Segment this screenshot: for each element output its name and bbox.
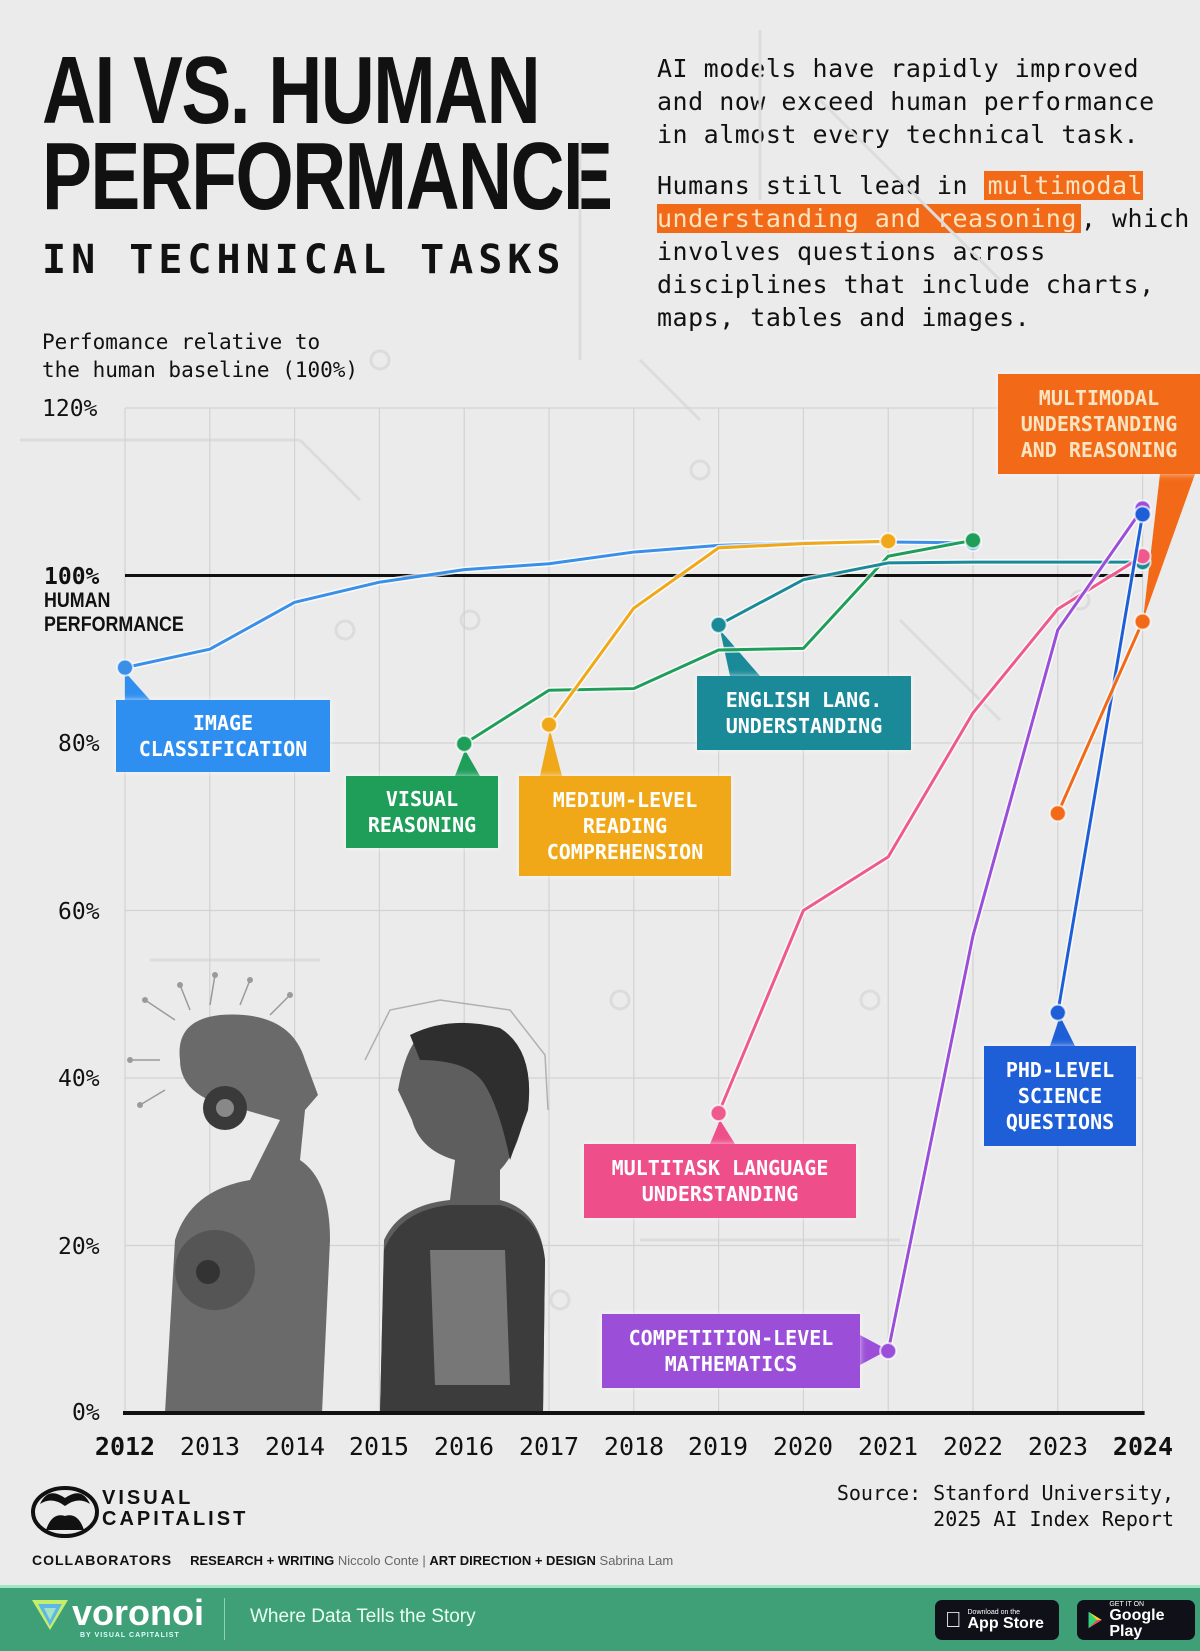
label-phd-science: PHD-LEVEL SCIENCE QUESTIONS bbox=[984, 1046, 1136, 1146]
app-store-main: App Store bbox=[951, 1614, 1044, 1632]
label-image-classification: IMAGE CLASSIFICATION bbox=[116, 700, 330, 772]
research-label: RESEARCH + WRITING bbox=[190, 1553, 335, 1568]
label-visual-reasoning: VISUAL REASONING bbox=[346, 776, 498, 848]
design-label: ART DIRECTION + DESIGN bbox=[429, 1553, 596, 1568]
brand-line-1: VISUAL bbox=[102, 1487, 194, 1509]
source-line-1: Source: Stanford University, bbox=[836, 1481, 1174, 1505]
page-subtitle: IN TECHNICAL TASKS bbox=[42, 237, 566, 283]
voronoi-brand[interactable]: voronoi bbox=[72, 1592, 204, 1633]
human-line-2: PERFORMANCE bbox=[44, 613, 184, 636]
y-tick-120: 120% bbox=[42, 396, 98, 422]
x-tick: 2019 bbox=[687, 1432, 749, 1461]
y-tick-60: 60% bbox=[58, 899, 100, 925]
y-axis-label: Perfomance relative to the human baselin… bbox=[42, 328, 358, 384]
y-tick-40: 40% bbox=[58, 1066, 100, 1092]
x-tick: 2012 bbox=[94, 1432, 156, 1461]
human-pct: 100% bbox=[44, 564, 100, 590]
y-tick-80: 80% bbox=[58, 731, 100, 757]
app-store-small: Download on the bbox=[951, 1608, 1021, 1616]
brand-line-2: CAPITALIST bbox=[102, 1508, 249, 1530]
y-tick-20: 20% bbox=[58, 1234, 100, 1260]
x-tick: 2015 bbox=[348, 1432, 410, 1461]
google-play-small: GET IT ON bbox=[1109, 1600, 1145, 1608]
google-play-button[interactable]: GET IT ON Google Play bbox=[1077, 1600, 1195, 1640]
footer-divider bbox=[224, 1598, 225, 1640]
intro-text: AI models have rapidly improved and now … bbox=[657, 52, 1197, 352]
google-play-main: Google Play bbox=[1109, 1606, 1165, 1640]
visual-capitalist-brand: VISUAL CAPITALIST bbox=[102, 1488, 248, 1530]
tagline: Where Data Tells the Story bbox=[250, 1606, 476, 1627]
apple-icon:  bbox=[945, 1607, 962, 1633]
y-tick-0: 0% bbox=[72, 1400, 100, 1426]
x-tick: 2022 bbox=[942, 1432, 1004, 1461]
visual-capitalist-logo-icon bbox=[31, 1486, 99, 1538]
x-tick: 2018 bbox=[603, 1432, 665, 1461]
human-line-1: HUMAN bbox=[44, 589, 111, 612]
title-line-2: PERFORMANCE bbox=[42, 123, 613, 230]
label-multimodal: MULTIMODAL UNDERSTANDING AND REASONING bbox=[998, 374, 1200, 474]
research-name: Niccolo Conte bbox=[337, 1553, 419, 1568]
x-tick: 2014 bbox=[264, 1432, 326, 1461]
y-axis-label-line-1: Perfomance relative to bbox=[42, 330, 321, 354]
x-tick: 2021 bbox=[857, 1432, 919, 1461]
x-tick: 2020 bbox=[772, 1432, 834, 1461]
google-play-icon bbox=[1088, 1611, 1102, 1629]
label-english-understanding: ENGLISH LANG. UNDERSTANDING bbox=[697, 676, 911, 750]
x-tick: 2013 bbox=[179, 1432, 241, 1461]
x-tick: 2023 bbox=[1027, 1432, 1089, 1461]
y-axis-label-line-2: the human baseline (100%) bbox=[42, 358, 359, 382]
label-competition-math: COMPETITION-LEVEL MATHEMATICS bbox=[602, 1314, 860, 1388]
label-multitask-language: MULTITASK LANGUAGE UNDERSTANDING bbox=[584, 1144, 856, 1218]
page-title: AI VS. HUMAN PERFORMANCE bbox=[42, 37, 613, 230]
collaborators: COLLABORATORS RESEARCH + WRITING Niccolo… bbox=[32, 1552, 673, 1568]
voronoi-sub: BY VISUAL CAPITALIST bbox=[80, 1632, 180, 1639]
source-text: Source: Stanford University, 2025 AI Ind… bbox=[837, 1480, 1174, 1532]
x-tick: 2017 bbox=[518, 1432, 580, 1461]
human-performance-label: 100% HUMAN PERFORMANCE bbox=[44, 565, 209, 637]
separator: | bbox=[422, 1553, 426, 1568]
voronoi-logo-icon bbox=[32, 1600, 68, 1630]
design-name: Sabrina Lam bbox=[599, 1553, 674, 1568]
intro-paragraph-2: Humans still lead in multimodal understa… bbox=[657, 169, 1197, 334]
label-reading-comprehension: MEDIUM-LEVEL READING COMPREHENSION bbox=[519, 776, 731, 876]
collaborators-label: COLLABORATORS bbox=[32, 1552, 173, 1568]
x-tick: 2016 bbox=[433, 1432, 495, 1461]
intro-text-after: , which involves questions across discip… bbox=[657, 204, 1190, 332]
intro-paragraph-1: AI models have rapidly improved and now … bbox=[657, 54, 1155, 149]
source-line-2: 2025 AI Index Report bbox=[933, 1507, 1174, 1531]
x-tick: 2024 bbox=[1112, 1432, 1174, 1461]
title-line-1: AI VS. HUMAN bbox=[42, 37, 541, 144]
